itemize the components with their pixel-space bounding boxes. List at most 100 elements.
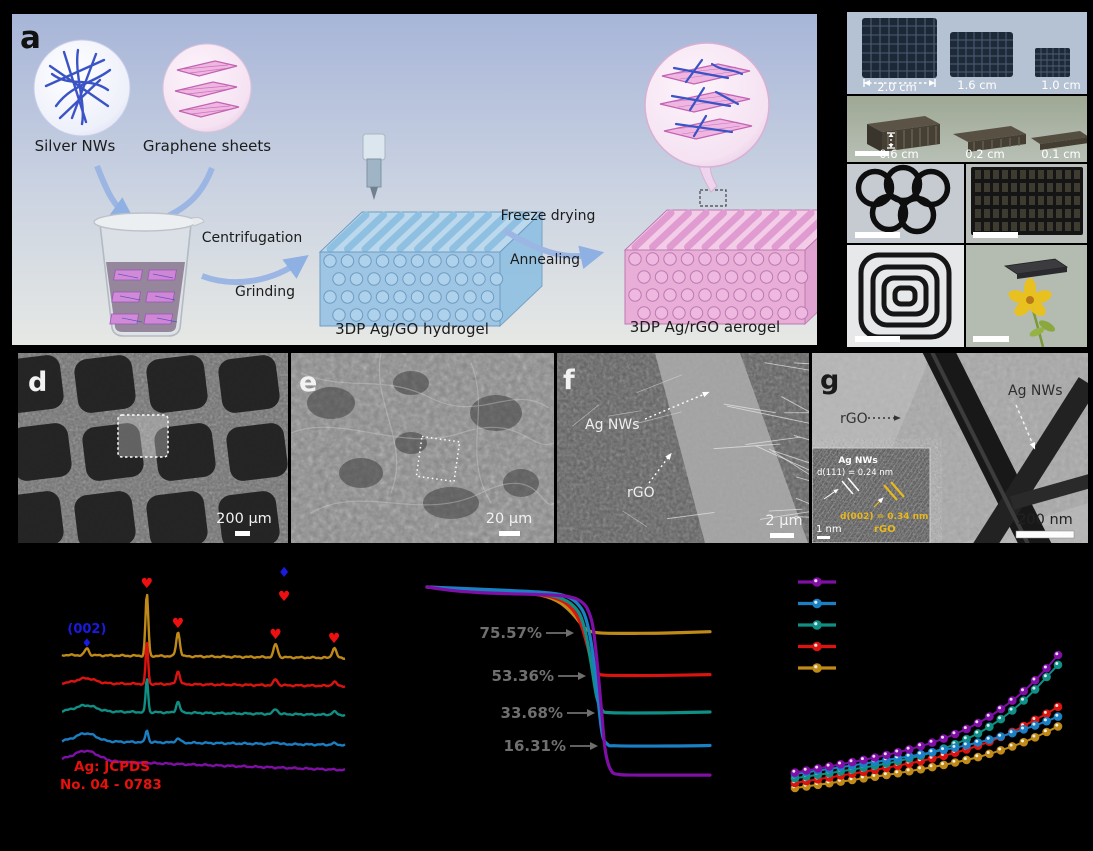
legend-marker-teal [812,620,822,630]
xrd-curve-teal [61,678,346,717]
inset-d002-label: d(002) = 0.34 nm [840,512,928,522]
scale-bar [855,232,900,238]
slab-0-6cm [867,116,940,152]
scale-bar [855,336,900,342]
nanowire-strands [572,362,809,528]
ag-111-peak-marker: ♥ [141,576,154,592]
ag-311-peak-marker: ♥ [328,631,341,647]
scale-text: 2 μm [765,513,802,529]
aerogel-label: 3DP Ag/rGO aerogel [630,318,780,336]
printed-square-1cm [1035,48,1070,77]
tga-chart: 75.57% 53.36% 33.68% 16.31% [425,585,712,777]
residual-label-33: 33.68% [501,704,563,722]
tga-curve-purple [425,585,712,777]
scale-bar [973,232,1018,238]
flower-petals [1008,278,1052,316]
jcpds-ref-line2: No. 04 - 0783 [60,777,162,793]
rgo-annotation: rGO [627,485,655,501]
slab-0-1cm [1031,131,1087,150]
legend-marker-blue [812,598,822,609]
scale-text: 200 μm [216,511,272,527]
xrd-curve-blue [61,729,346,747]
inset-scale-text: 1 nm [816,524,842,535]
legend-marker-red [812,641,822,652]
scale-text: 200 nm [1017,512,1073,528]
panel-g-tem: rGO Ag NWs g Ag NWs d(111) = 0.24 nm d(0… [812,353,1088,543]
hydrogel-lattice [318,210,544,328]
panel-e-sem: e 20 μm [291,353,554,543]
tga-curve-blue [425,585,712,748]
photo-size-series-top: 2.0 cm 1.6 cm 1.0 cm [847,12,1087,94]
beaker-illustration [93,212,205,337]
freeze-drying-label: Freeze drying [501,208,596,224]
panel-f-letter: f [563,365,575,396]
graphene-sheets-label: Graphene sheets [143,137,271,155]
process-arrow-1 [200,255,309,286]
panel-d-letter: d [28,367,47,398]
inset-scale-bar [817,536,830,539]
scale-bar [235,531,250,536]
isotherm-chart [790,577,1063,793]
scale-bar [855,151,889,156]
ag-220-peak-marker: ♥ [269,627,282,643]
height-measure-arrow [887,132,895,149]
rgo-arrow [648,452,672,484]
residual-label-53: 53.36% [492,667,554,685]
lattice-array-cells [975,170,1080,231]
aerogel-lattice [623,209,817,326]
legend-marker-gold [812,663,822,673]
hrtem-inset: Ag NWs d(111) = 0.24 nm d(002) = 0.34 nm… [812,447,931,543]
rgo-sheet [655,353,808,543]
size-label-0-2cm: 0.2 cm [965,147,1004,161]
ag-nanowire-rods [922,353,1088,543]
inset-d111-label: d(111) = 0.24 nm [817,468,893,478]
legend-go-marker: ♦ [278,565,291,581]
residual-label-16: 16.31% [504,737,566,755]
isotherm-line-gold [794,725,1059,789]
photo-size-series-side: 0.6 cm 0.2 cm 0.1 cm [847,96,1087,162]
scale-text: 20 μm [486,511,532,527]
isotherm-markers-gold [790,722,1063,793]
agnws-arrow [1015,404,1036,450]
panel-f-sem: Ag NWs rGO f 2 μm [557,353,809,543]
peak-002-label: (002) [67,622,106,637]
photo-printed-rings [847,164,964,243]
jcpds-ref-line1: Ag: JCPDS [74,759,150,775]
xrd-curve-gold [61,593,346,660]
size-label-2cm: 2.0 cm [877,80,916,94]
xrd-curve-red [61,641,346,688]
panel-e-letter: e [299,367,317,398]
panel-a-letter: a [20,20,41,56]
isotherm-legend [798,577,836,673]
silver-nws-label: Silver NWs [35,137,116,155]
printed-square-1-6cm [950,32,1013,77]
ag-200-peak-marker: ♥ [172,616,185,632]
inset-rgo-label: rGO [874,524,896,535]
agnws-arrow [644,391,710,420]
agnws-annotation: Ag NWs [585,417,640,433]
photo-lattice-array [966,164,1087,243]
highlight-region-box [415,435,461,483]
tga-curve-gold [425,585,712,636]
size-label-1cm: 1.0 cm [1041,78,1080,92]
legend-ag-marker: ♥ [278,589,291,605]
tga-curves [425,585,712,777]
panel-d-sem: d 200 μm [18,353,288,543]
printed-square-2cm [862,18,937,78]
aerogel-on-flower [1003,258,1069,279]
rgo-annotation: rGO [840,411,868,427]
xrd-curve-purple [61,749,346,772]
photo-concentric-squares [847,245,964,347]
printer-nozzle [362,133,386,200]
panel-a-schematic: a Silver NWs Graphene sheets [12,14,817,345]
process-arrow-2 [502,227,605,269]
legend-marker-purple [812,577,822,587]
d002-fringe-marks [873,481,905,508]
size-label-0-6cm: 0.6 cm [879,147,918,161]
xrd-chart: ♥ ♥ ♥ ♥ ♦ ♥ (002) ♦ Ag: JCPDS No. 04 - 0… [60,565,346,793]
residual-label-75: 75.57% [480,624,542,642]
scale-bar [499,531,520,536]
d111-fringe-marks [823,477,860,500]
graphene-sheets-illustration [162,43,252,133]
